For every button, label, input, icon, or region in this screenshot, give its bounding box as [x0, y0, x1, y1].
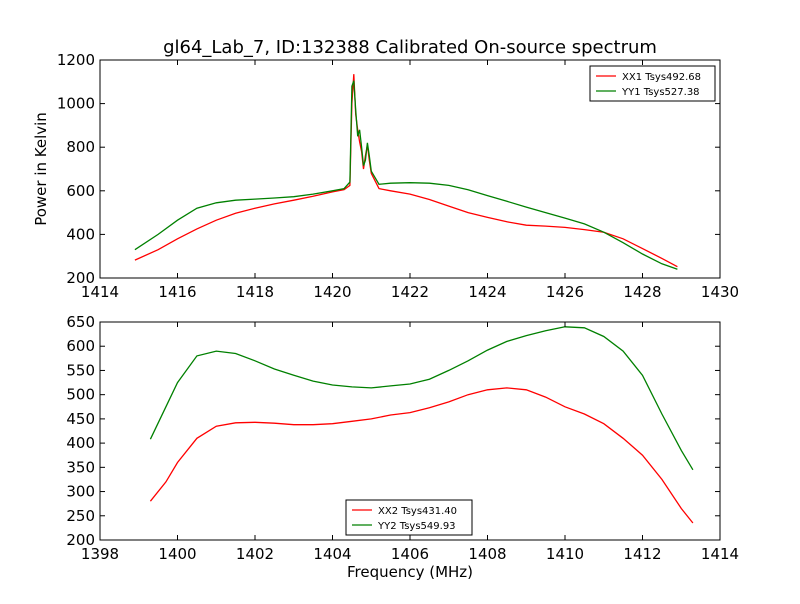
- y-tick-label: 500: [66, 386, 95, 404]
- y-axis-label: Power in Kelvin: [32, 112, 50, 226]
- y-tick-label: 1000: [57, 95, 95, 113]
- x-tick-label: 1430: [701, 283, 739, 301]
- x-tick-label: 1414: [81, 283, 119, 301]
- x-tick-label: 1406: [391, 545, 429, 563]
- series-line-2: [149, 326, 694, 471]
- legend: XX1 Tsys492.68 YY1 Tsys527.38: [589, 65, 716, 102]
- series-line-2: [134, 80, 678, 270]
- legend-label: XX2 Tsys431.40: [378, 506, 457, 517]
- top-panel: 1414 1416 1418 1420 1422 1424 1426 1428 1430 200 4…: [32, 51, 739, 301]
- y-tick-label: 300: [66, 483, 95, 501]
- series-line-1: [149, 387, 694, 524]
- x-tick-label: 1398: [81, 545, 119, 563]
- x-tick-label: 1402: [236, 545, 274, 563]
- legend: XX2 Tsys431.40 YY2 Tsys549.93: [345, 499, 473, 536]
- y-tick-label: 450: [66, 410, 95, 428]
- y-tick-label: 250: [66, 507, 95, 525]
- x-tick-label: 1410: [546, 545, 584, 563]
- y-tick-label: 600: [66, 182, 95, 200]
- x-tick-label: 1426: [546, 283, 584, 301]
- y-tick-label: 650: [66, 313, 95, 331]
- y-tick-label: 200: [66, 531, 95, 549]
- x-tick-label: 1418: [236, 283, 274, 301]
- y-tick-label: 1200: [57, 51, 95, 69]
- legend-label: XX1 Tsys492.68: [622, 72, 701, 83]
- x-tick-label: 1420: [313, 283, 351, 301]
- y-tick-label: 400: [66, 434, 95, 452]
- chart-title: gl64_Lab_7, ID:132388 Calibrated On-sour…: [163, 37, 657, 58]
- x-tick-label: 1400: [158, 545, 196, 563]
- x-tick-label: 1422: [391, 283, 429, 301]
- legend-box: [345, 499, 473, 536]
- y-tick-label: 550: [66, 361, 95, 379]
- x-tick-label: 1404: [313, 545, 351, 563]
- legend-box: [589, 65, 716, 102]
- legend-label: YY1 Tsys527.38: [621, 87, 700, 98]
- y-tick-label: 400: [66, 225, 95, 243]
- legend-label: YY2 Tsys549.93: [377, 521, 456, 532]
- x-tick-label: 1428: [623, 283, 661, 301]
- y-tick-label: 800: [66, 138, 95, 156]
- x-tick-label: 1414: [701, 545, 739, 563]
- bottom-panel: 1398 1400 1402 1404 1406 1408 1410 1412 1414 200 2…: [66, 313, 739, 581]
- y-tick-label: 600: [66, 337, 95, 355]
- y-tick-label: 200: [66, 269, 95, 287]
- y-tick-label: 350: [66, 458, 95, 476]
- x-tick-label: 1416: [158, 283, 196, 301]
- x-axis-label: Frequency (MHz): [347, 563, 473, 581]
- x-tick-label: 1424: [468, 283, 506, 301]
- x-tick-label: 1412: [623, 545, 661, 563]
- x-tick-label: 1408: [468, 545, 506, 563]
